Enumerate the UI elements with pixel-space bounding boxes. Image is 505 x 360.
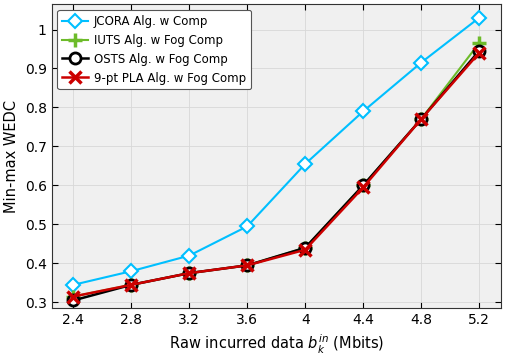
IUTS Alg. w Fog Comp: [476, 41, 482, 45]
JCORA Alg. w Comp: [476, 15, 482, 20]
JCORA Alg. w Comp: [302, 162, 308, 166]
IUTS Alg. w Fog Comp: [418, 117, 424, 121]
Legend: JCORA Alg. w Comp, IUTS Alg. w Fog Comp, OSTS Alg. w Fog Comp, 9-pt PLA Alg. w F: JCORA Alg. w Comp, IUTS Alg. w Fog Comp,…: [58, 10, 251, 89]
OSTS Alg. w Fog Comp: [476, 49, 482, 53]
Line: 9-pt PLA Alg. w Fog Comp: 9-pt PLA Alg. w Fog Comp: [67, 47, 485, 303]
JCORA Alg. w Comp: [128, 269, 134, 273]
9-pt PLA Alg. w Fog Comp: [302, 248, 308, 252]
JCORA Alg. w Comp: [244, 224, 250, 229]
OSTS Alg. w Fog Comp: [70, 298, 76, 303]
IUTS Alg. w Fog Comp: [70, 294, 76, 299]
IUTS Alg. w Fog Comp: [186, 271, 192, 275]
OSTS Alg. w Fog Comp: [186, 271, 192, 275]
JCORA Alg. w Comp: [418, 60, 424, 65]
JCORA Alg. w Comp: [186, 253, 192, 258]
JCORA Alg. w Comp: [70, 283, 76, 287]
JCORA Alg. w Comp: [360, 109, 366, 113]
Line: JCORA Alg. w Comp: JCORA Alg. w Comp: [69, 13, 484, 290]
9-pt PLA Alg. w Fog Comp: [128, 283, 134, 287]
9-pt PLA Alg. w Fog Comp: [186, 271, 192, 275]
Line: OSTS Alg. w Fog Comp: OSTS Alg. w Fog Comp: [68, 45, 485, 306]
OSTS Alg. w Fog Comp: [128, 283, 134, 287]
IUTS Alg. w Fog Comp: [302, 246, 308, 250]
OSTS Alg. w Fog Comp: [302, 246, 308, 250]
X-axis label: Raw incurred data $b_k^{in}$ (Mbits): Raw incurred data $b_k^{in}$ (Mbits): [169, 333, 384, 356]
Line: IUTS Alg. w Fog Comp: IUTS Alg. w Fog Comp: [66, 36, 486, 303]
IUTS Alg. w Fog Comp: [128, 283, 134, 287]
OSTS Alg. w Fog Comp: [418, 117, 424, 121]
Y-axis label: Min-max WEDC: Min-max WEDC: [4, 100, 19, 213]
IUTS Alg. w Fog Comp: [360, 183, 366, 188]
9-pt PLA Alg. w Fog Comp: [70, 294, 76, 299]
OSTS Alg. w Fog Comp: [244, 263, 250, 267]
9-pt PLA Alg. w Fog Comp: [244, 263, 250, 267]
9-pt PLA Alg. w Fog Comp: [418, 117, 424, 121]
9-pt PLA Alg. w Fog Comp: [476, 51, 482, 55]
IUTS Alg. w Fog Comp: [244, 263, 250, 267]
OSTS Alg. w Fog Comp: [360, 183, 366, 188]
9-pt PLA Alg. w Fog Comp: [360, 185, 366, 189]
